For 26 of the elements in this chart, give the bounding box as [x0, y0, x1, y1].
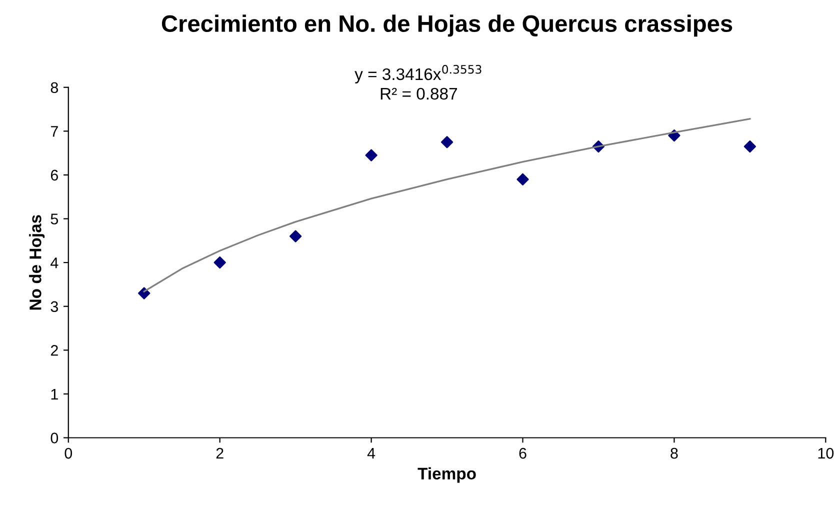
y-axis-title: No de Hojas: [29, 215, 45, 310]
point: [440, 136, 454, 148]
y-tick-label: 4: [50, 258, 58, 268]
y-tick-label: 1: [51, 388, 58, 400]
point: [214, 256, 226, 269]
y-tick-label: 5: [50, 214, 58, 224]
y-tick-label: 2: [50, 345, 58, 356]
y-tick-label: 6: [50, 170, 58, 181]
point: [289, 230, 302, 242]
y-tick-label: 0: [50, 432, 58, 444]
x-tick-label: 4: [367, 448, 376, 459]
point: [516, 173, 529, 186]
x-tick-label: 0: [64, 448, 72, 459]
y-tick-label: 7: [50, 126, 58, 137]
chart-title: Crecimiento en No. de Hojas de Quercus crassipes: [162, 14, 732, 37]
x-tick-label: 10: [818, 448, 834, 459]
x-tick-label: 2: [216, 448, 224, 459]
x-tick-label: 8: [670, 448, 678, 459]
annotation: R² = 0.887: [380, 88, 457, 100]
point: [744, 140, 756, 153]
x-axis-title: Tiempo: [418, 467, 476, 483]
y-tick-label: 8: [50, 82, 58, 94]
x-tick-label: 6: [519, 448, 526, 459]
point: [365, 149, 378, 162]
y-tick-label: 3: [50, 301, 58, 312]
text: y = 3.3416x$^{0.3553}$: [354, 64, 482, 84]
